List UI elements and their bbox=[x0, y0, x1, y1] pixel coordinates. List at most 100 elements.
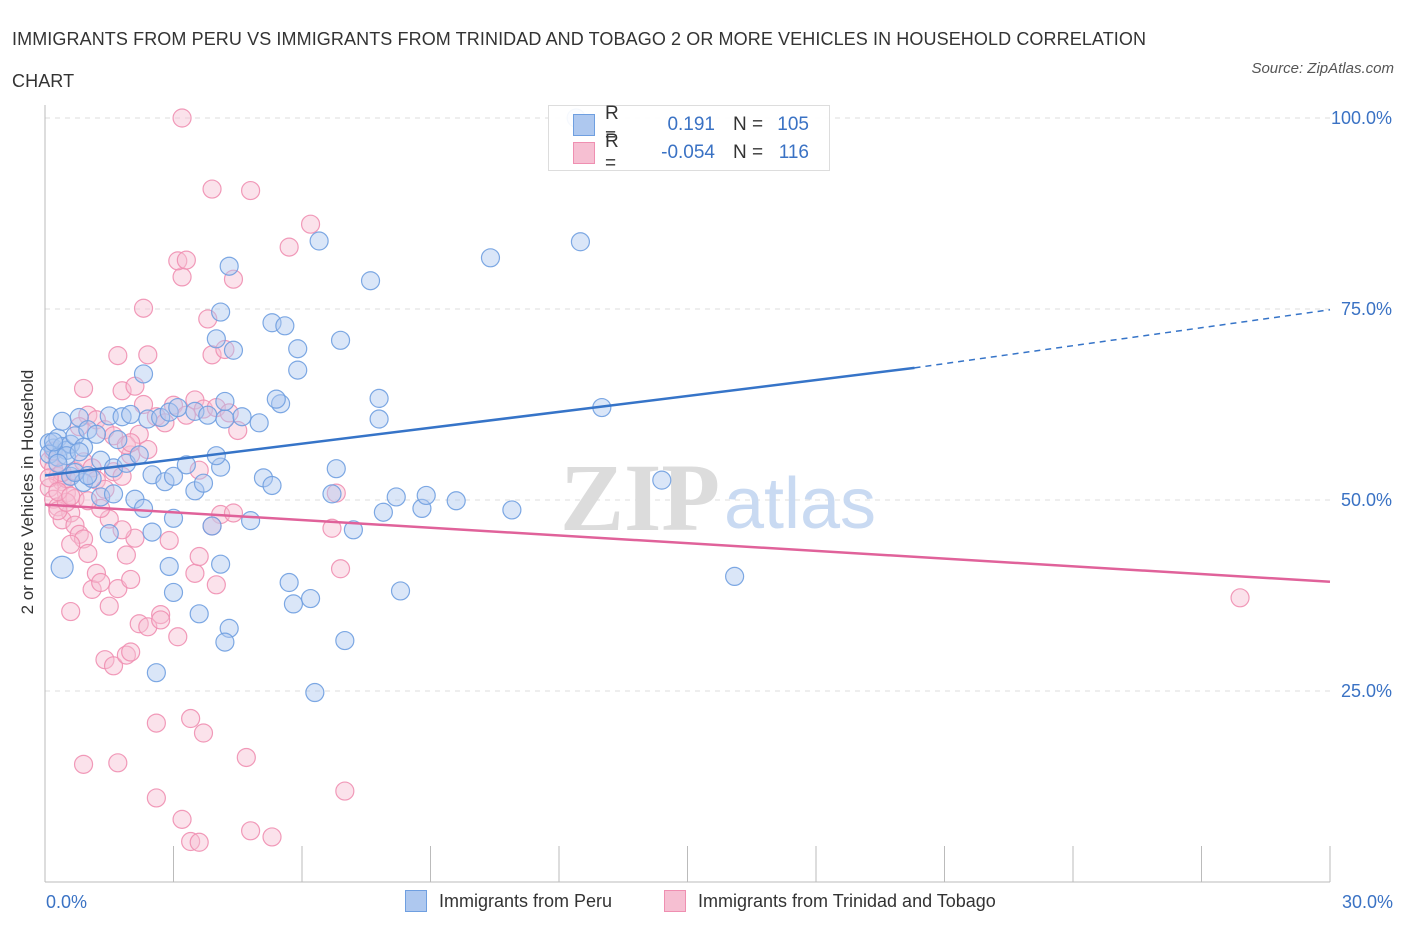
peru-point bbox=[279, 572, 299, 593]
trinidad-point bbox=[78, 543, 98, 564]
peru-point bbox=[202, 516, 222, 536]
trinidad-point bbox=[241, 180, 261, 201]
peru-point bbox=[159, 556, 179, 577]
legend-n-value: 116 bbox=[778, 142, 809, 163]
trinidad-point bbox=[133, 298, 154, 318]
peru-point bbox=[50, 555, 74, 579]
bottom-legend-swatch-peru bbox=[405, 890, 427, 912]
legend-n-value: 105 bbox=[777, 114, 809, 135]
trinidad-point bbox=[236, 747, 256, 768]
trinidad-point bbox=[159, 530, 179, 551]
peru-point bbox=[129, 445, 149, 465]
peru-point bbox=[386, 487, 406, 507]
trinidad-point bbox=[65, 515, 85, 535]
peru-point bbox=[343, 520, 363, 540]
trinidad-point bbox=[168, 627, 188, 647]
peru-point bbox=[652, 470, 672, 490]
peru-point bbox=[232, 407, 252, 427]
trinidad-point bbox=[112, 520, 132, 540]
legend-r-value: 0.191 bbox=[667, 114, 715, 135]
bottom-legend-swatch-trinidad bbox=[664, 890, 686, 912]
trinidad-trend-line bbox=[44, 503, 1331, 583]
trinidad-point bbox=[121, 569, 141, 590]
series-peru-points bbox=[39, 108, 745, 703]
peru-point bbox=[283, 594, 304, 614]
peru-point bbox=[480, 248, 501, 268]
peru-point bbox=[300, 588, 321, 609]
trinidad-point bbox=[172, 108, 192, 128]
peru-point bbox=[288, 360, 308, 380]
legend-swatch-trinidad bbox=[573, 142, 595, 164]
legend-r-value: -0.054 bbox=[661, 142, 715, 163]
peru-point bbox=[725, 566, 745, 587]
tick-labels: 25.0% 50.0% 75.0% 100.0% 0.0% 30.0% bbox=[46, 108, 1393, 912]
peru-point bbox=[266, 389, 286, 409]
peru-point bbox=[275, 316, 295, 336]
y-tick-label: 50.0% bbox=[1341, 490, 1392, 510]
peru-point bbox=[249, 413, 269, 433]
x-tick-label: 0.0% bbox=[46, 892, 87, 912]
trinidad-point bbox=[193, 723, 214, 743]
watermark: ZIP atlas bbox=[560, 444, 876, 551]
peru-point bbox=[133, 498, 154, 519]
peru-point bbox=[86, 424, 107, 444]
trinidad-point bbox=[121, 642, 141, 662]
peru-point bbox=[133, 364, 154, 384]
trinidad-point bbox=[335, 781, 355, 801]
peru-point bbox=[502, 500, 522, 520]
peru-point bbox=[159, 402, 179, 422]
trinidad-point bbox=[206, 575, 226, 595]
peru-point bbox=[288, 339, 308, 359]
trinidad-point bbox=[151, 604, 171, 625]
peru-point bbox=[369, 409, 389, 429]
peru-point bbox=[322, 484, 342, 504]
y-tick-label: 100.0% bbox=[1331, 108, 1392, 128]
gridlines bbox=[45, 117, 1330, 692]
trinidad-point bbox=[116, 545, 136, 565]
y-tick-label: 25.0% bbox=[1341, 681, 1392, 701]
trend-lines bbox=[44, 309, 1331, 583]
peru-point bbox=[78, 420, 98, 440]
peru-point bbox=[330, 330, 351, 350]
trinidad-point bbox=[176, 250, 196, 270]
trinidad-point bbox=[322, 518, 342, 538]
peru-point bbox=[241, 511, 261, 531]
peru-point bbox=[305, 682, 325, 703]
peru-point bbox=[121, 404, 141, 425]
trinidad-point bbox=[103, 656, 124, 676]
peru-point bbox=[211, 554, 231, 574]
peru-point bbox=[108, 430, 128, 450]
peru-point bbox=[69, 442, 89, 462]
trinidad-point bbox=[189, 832, 209, 852]
bottom-legend-trinidad: Immigrants from Trinidad and Tobago bbox=[664, 890, 996, 912]
bottom-legend-label-trinidad: Immigrants from Trinidad and Tobago bbox=[698, 890, 996, 911]
legend-n-label: N = bbox=[733, 114, 764, 135]
legend-row-trinidad: R = -0.054 N = 116 bbox=[573, 131, 809, 174]
bottom-legend-peru: Immigrants from Peru bbox=[405, 890, 612, 912]
bottom-legend-label-peru: Immigrants from Peru bbox=[439, 890, 613, 911]
peru-point bbox=[168, 397, 188, 418]
chart-title: IMMIGRANTS FROM PERU VS IMMIGRANTS FROM … bbox=[12, 29, 1147, 91]
peru-point bbox=[373, 502, 393, 522]
peru-point bbox=[163, 582, 184, 603]
trinidad-point bbox=[202, 179, 222, 199]
peru-point bbox=[215, 391, 235, 412]
trinidad-point bbox=[223, 503, 244, 523]
watermark-atlas: atlas bbox=[724, 464, 876, 544]
peru-point bbox=[446, 491, 466, 511]
peru-point bbox=[176, 455, 196, 475]
peru-point bbox=[142, 522, 162, 542]
trinidad-point bbox=[91, 572, 111, 593]
peru-point bbox=[146, 663, 166, 683]
chart-source: Source: ZipAtlas.com bbox=[1251, 60, 1394, 77]
peru-point bbox=[416, 485, 436, 506]
peru-point bbox=[206, 329, 226, 349]
legend-r-label: R = bbox=[605, 103, 619, 146]
axes bbox=[44, 105, 1331, 883]
peru-point bbox=[163, 466, 184, 486]
legend-swatch-peru bbox=[573, 114, 595, 136]
trinidad-point bbox=[99, 596, 119, 616]
peru-point bbox=[43, 432, 64, 452]
peru-point bbox=[185, 401, 205, 421]
trinidad-point bbox=[112, 381, 132, 401]
